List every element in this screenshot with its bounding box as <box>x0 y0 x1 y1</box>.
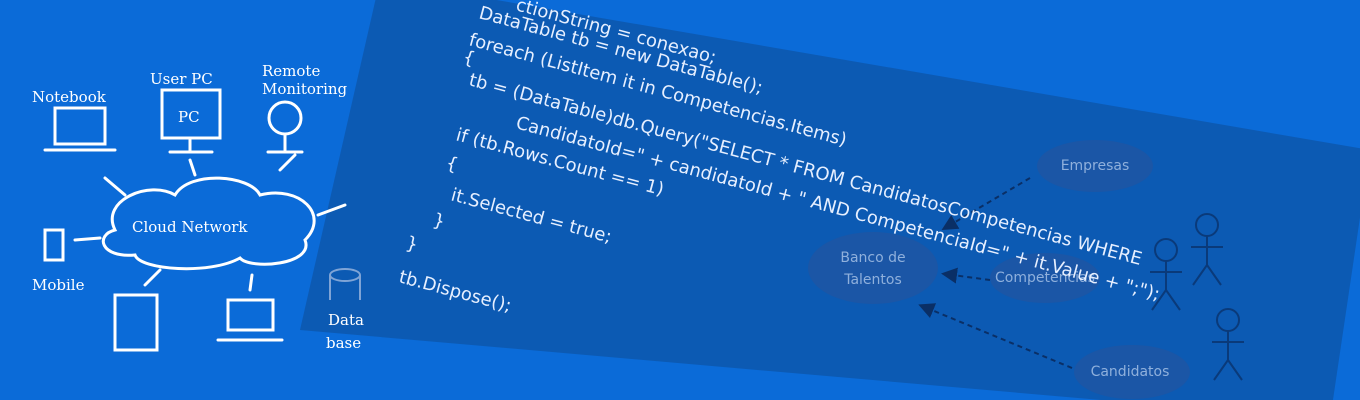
node <box>990 253 1100 303</box>
sketch-label: User PC <box>150 70 213 88</box>
code-panel <box>300 0 1360 400</box>
node-label: Talentos <box>843 272 902 288</box>
network-sketch: Notebook User PC PC Remote Monitoring Cl… <box>32 62 364 352</box>
node-label: Banco de <box>840 250 905 266</box>
sketch-label: Mobile <box>32 276 85 294</box>
node-label: Empresas <box>1061 158 1130 174</box>
node-label: Competencias <box>995 270 1095 286</box>
use-case-diagram: Empresas Banco de Talentos Competencias … <box>808 140 1244 399</box>
sketch-label: base <box>326 334 361 352</box>
sketch-label: Notebook <box>32 88 107 106</box>
code-line: { <box>444 153 460 176</box>
sketch-label: Monitoring <box>262 80 348 98</box>
code-line: { <box>461 47 477 70</box>
code-line: } <box>404 233 420 256</box>
sketch-label: Data <box>328 311 364 329</box>
node <box>1037 140 1153 192</box>
code-line: } <box>431 210 447 233</box>
sketch-label: Cloud Network <box>132 218 248 236</box>
actor <box>1150 213 1244 381</box>
node <box>1074 345 1190 399</box>
node <box>808 232 938 304</box>
node-label: Candidatos <box>1091 364 1170 380</box>
sketch-label: PC <box>178 108 200 126</box>
sketch-label: Remote <box>262 62 320 80</box>
